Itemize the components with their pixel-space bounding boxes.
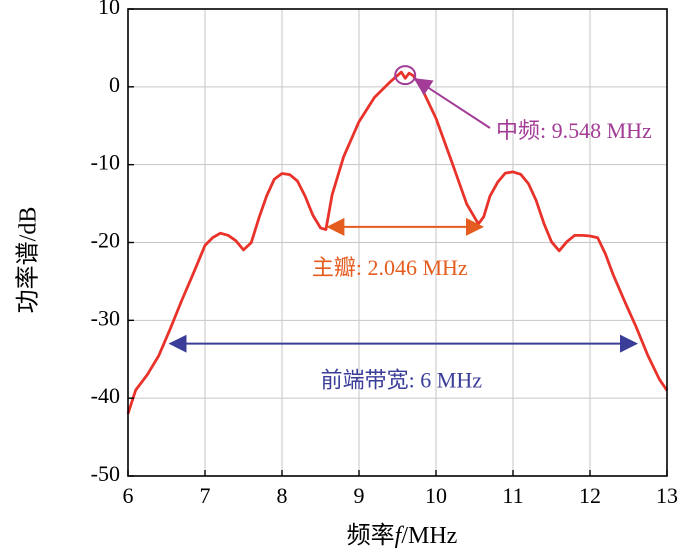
series-layer	[126, 70, 669, 415]
y-tick-label: -20	[91, 228, 120, 253]
annotations: 中频: 9.548 MHz 主瓣: 2.046 MHz 前端带宽: 6 MHz	[168, 65, 652, 393]
x-tick-label: 10	[425, 483, 447, 508]
x-tick-label: 9	[354, 483, 365, 508]
center-frequency-arrow	[413, 78, 491, 129]
y-tick-label: 0	[109, 72, 120, 97]
x-tick-label: 7	[200, 483, 211, 508]
main-lobe-label: 主瓣: 2.046 MHz	[312, 255, 468, 280]
tick-labels: 6 7 8 9 10 11 12 13 10 0 -10 -20 -30 -40 -50	[91, 0, 678, 508]
grid-lines	[128, 9, 667, 476]
y-tick-label: -30	[91, 305, 120, 330]
x-axis-label-variable: f	[395, 523, 405, 549]
y-tick-label: 10	[98, 0, 120, 19]
y-axis-label: 功率谱/dB	[15, 207, 42, 314]
x-tick-label: 13	[656, 483, 678, 508]
y-tick-label: -10	[91, 150, 120, 175]
x-tick-label: 12	[579, 483, 601, 508]
x-tick-label: 6	[123, 483, 134, 508]
center-frequency-marker	[394, 65, 417, 86]
x-tick-label: 11	[502, 483, 523, 508]
x-axis-label-unit: /MHz	[401, 523, 457, 549]
spectrum-line	[126, 70, 669, 415]
y-tick-label: -40	[91, 383, 120, 408]
x-axis-label-prefix: 频率	[347, 522, 395, 549]
x-axis-label: 频率f/MHz	[347, 522, 458, 549]
x-tick-label: 8	[277, 483, 288, 508]
center-frequency-label: 中频: 9.548 MHz	[496, 118, 652, 143]
y-tick-label: -50	[91, 461, 120, 486]
bandwidth-label: 前端带宽: 6 MHz	[321, 368, 483, 393]
